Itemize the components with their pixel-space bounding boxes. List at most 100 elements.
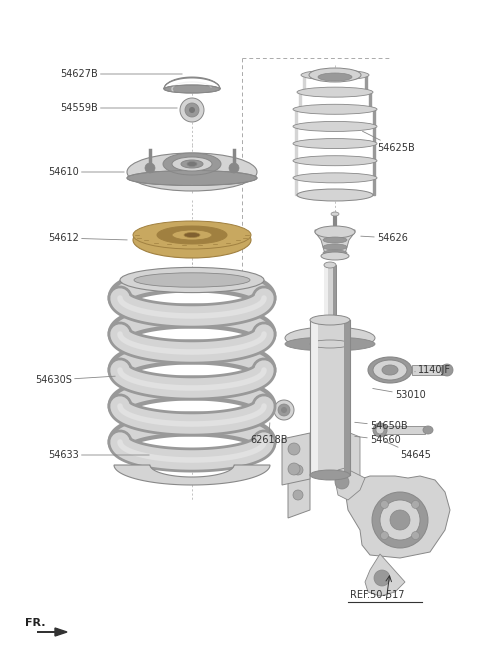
Circle shape [274, 400, 294, 420]
Text: 54645: 54645 [384, 441, 431, 460]
Ellipse shape [382, 365, 398, 375]
Ellipse shape [310, 340, 350, 348]
Ellipse shape [376, 426, 384, 434]
Text: 54559B: 54559B [60, 103, 177, 113]
Text: 54612: 54612 [48, 233, 127, 243]
Circle shape [381, 501, 388, 508]
Ellipse shape [321, 252, 349, 260]
Polygon shape [288, 450, 310, 518]
Text: 62618B: 62618B [250, 422, 288, 445]
Bar [324, 265, 336, 320]
Bar [310, 320, 350, 475]
Circle shape [281, 407, 287, 413]
Ellipse shape [285, 337, 375, 351]
Ellipse shape [297, 190, 373, 200]
Polygon shape [365, 554, 405, 596]
Ellipse shape [172, 230, 212, 240]
Ellipse shape [315, 226, 355, 238]
Text: FR.: FR. [25, 618, 46, 628]
Ellipse shape [373, 360, 407, 380]
Polygon shape [373, 127, 375, 144]
Ellipse shape [127, 153, 257, 191]
Text: 54633: 54633 [48, 450, 149, 460]
Ellipse shape [323, 244, 347, 250]
Text: 54627B: 54627B [60, 69, 182, 79]
Circle shape [411, 531, 420, 539]
Polygon shape [373, 144, 375, 161]
Ellipse shape [310, 470, 350, 480]
Polygon shape [373, 161, 375, 178]
Ellipse shape [157, 226, 227, 244]
Polygon shape [295, 127, 297, 144]
Ellipse shape [172, 157, 212, 171]
Ellipse shape [309, 68, 361, 82]
Circle shape [411, 501, 420, 508]
Ellipse shape [181, 160, 203, 168]
Polygon shape [373, 178, 375, 195]
Circle shape [372, 492, 428, 548]
Circle shape [180, 98, 204, 122]
Text: 54630S: 54630S [35, 375, 115, 385]
Ellipse shape [293, 104, 377, 114]
Text: 54610: 54610 [48, 167, 124, 177]
Ellipse shape [184, 232, 200, 237]
Polygon shape [350, 433, 360, 483]
Polygon shape [295, 110, 297, 127]
Circle shape [293, 490, 303, 500]
Text: 54650B: 54650B [355, 421, 408, 431]
Bar [380, 426, 425, 434]
Ellipse shape [293, 173, 377, 183]
Ellipse shape [163, 153, 221, 175]
Bar [324, 265, 328, 320]
Ellipse shape [120, 268, 264, 293]
Polygon shape [365, 75, 367, 92]
Bar [344, 320, 350, 475]
Ellipse shape [323, 250, 347, 256]
Ellipse shape [164, 85, 220, 93]
Text: 1140JF: 1140JF [415, 365, 451, 375]
Polygon shape [164, 77, 220, 89]
Ellipse shape [318, 73, 352, 81]
Ellipse shape [301, 70, 369, 80]
Ellipse shape [324, 317, 336, 323]
Circle shape [288, 463, 300, 475]
Ellipse shape [134, 273, 250, 287]
Circle shape [380, 500, 420, 540]
Circle shape [374, 570, 390, 586]
Ellipse shape [323, 237, 347, 243]
Text: 54626: 54626 [361, 233, 408, 243]
Text: REF.50-517: REF.50-517 [350, 590, 405, 600]
Polygon shape [335, 468, 365, 500]
Text: 54625B: 54625B [362, 131, 415, 153]
Bar [412, 365, 447, 375]
Text: 53010: 53010 [373, 388, 426, 400]
Polygon shape [373, 110, 375, 127]
Bar [310, 320, 318, 475]
Text: 54660: 54660 [355, 435, 401, 445]
Ellipse shape [293, 138, 377, 148]
Circle shape [381, 531, 388, 539]
Ellipse shape [133, 221, 251, 249]
Polygon shape [37, 628, 67, 636]
Polygon shape [303, 75, 305, 92]
Ellipse shape [285, 327, 375, 349]
Polygon shape [369, 92, 371, 110]
Ellipse shape [127, 171, 257, 186]
Ellipse shape [187, 161, 197, 167]
Polygon shape [295, 178, 297, 195]
Polygon shape [345, 476, 450, 558]
Circle shape [185, 103, 199, 117]
Circle shape [229, 163, 239, 173]
Polygon shape [299, 92, 301, 110]
Circle shape [189, 107, 195, 113]
Ellipse shape [297, 87, 373, 97]
Ellipse shape [293, 155, 377, 166]
Ellipse shape [423, 426, 433, 434]
Circle shape [293, 465, 303, 475]
Polygon shape [315, 230, 355, 254]
Ellipse shape [297, 189, 373, 201]
Circle shape [390, 510, 410, 530]
Polygon shape [295, 144, 297, 161]
Bar [333, 265, 336, 320]
Ellipse shape [368, 357, 412, 383]
